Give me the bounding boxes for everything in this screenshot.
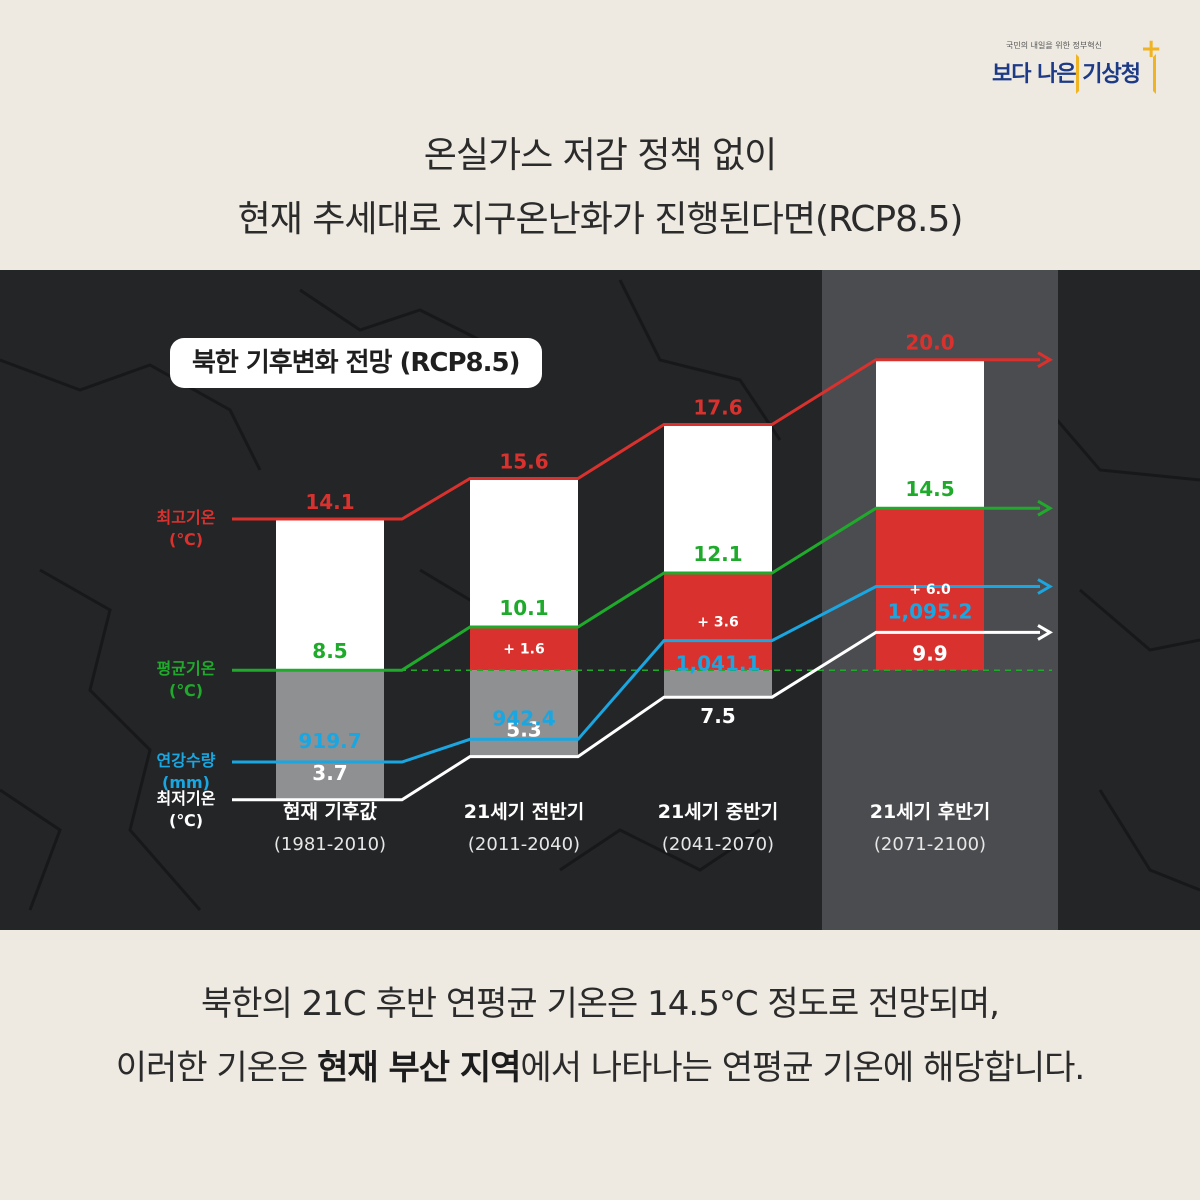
bar-gray-1	[470, 670, 578, 757]
series-line-mean	[232, 506, 1040, 672]
category-label-2: 21세기 중반기	[658, 801, 778, 823]
label-min-2: 7.5	[700, 704, 735, 728]
label-max-0: 14.1	[305, 490, 354, 514]
footer-line-2-prefix: 이러한 기온은	[115, 1048, 318, 1088]
legend-unit-max: (℃)	[169, 530, 203, 549]
chart: 최고기온 (℃) 평균기온 (℃) 최저기온 (℃) 연강수량 (mm) 14.1 8.5 3.7 9…	[157, 331, 1053, 855]
footer-line-2: 이러한 기온은 현재 부산 지역에서 나타나는 연평균 기온에 해당합니다.	[0, 1040, 1200, 1089]
bar-increase-1	[470, 627, 578, 671]
category-label-3: 21세기 후반기	[870, 801, 990, 823]
label-increase-3: + 6.0	[909, 582, 951, 598]
logo-bracket	[1076, 54, 1156, 94]
legend-unit-mean: (℃)	[169, 681, 203, 700]
label-increase-1: + 1.6	[503, 642, 544, 658]
label-precip-0: 919.7	[298, 729, 361, 753]
category-period-3: (2071-2100)	[874, 834, 986, 855]
footer-line-2-bold: 현재 부산 지역	[317, 1048, 521, 1088]
label-precip-3: 1,095.2	[888, 600, 973, 624]
bar-gray-2	[664, 670, 772, 698]
category-period-0: (1981-2010)	[274, 834, 386, 855]
label-mean-3: 14.5	[905, 477, 954, 501]
bar-increase-3	[876, 508, 984, 671]
legend-unit-min: (℃)	[169, 811, 203, 830]
label-max-2: 17.6	[693, 396, 742, 420]
label-min-3: 9.9	[912, 641, 947, 665]
label-mean-0: 8.5	[312, 639, 347, 663]
category-label-1: 21세기 전반기	[464, 801, 584, 823]
chart-panel: 최고기온 (℃) 평균기온 (℃) 최저기온 (℃) 연강수량 (mm) 14.1 8.5 3.7 9…	[0, 270, 1200, 930]
logo-text: 보다 나은 기상청	[992, 62, 1141, 87]
legend-precip: 연강수량	[157, 751, 216, 770]
footer-line-2-suffix: 에서 나타나는 연평균 기온에 해당합니다.	[520, 1048, 1085, 1088]
chart-title: 북한 기후변화 전망 (RCP8.5)	[170, 338, 542, 388]
label-mean-2: 12.1	[693, 542, 742, 566]
headline-line-1: 온실가스 저감 정책 없이	[423, 135, 778, 176]
legend-mean: 평균기온	[157, 659, 216, 678]
legend-max: 최고기온	[157, 508, 216, 527]
logo: 국민의 내일을 위한 정부혁신 보다 나은 기상청 +	[992, 36, 1162, 100]
series-line-precip	[232, 585, 1040, 764]
headline-line-2: 현재 추세대로 지구온난화가 진행된다면(RCP8.5)	[237, 199, 964, 240]
label-max-3: 20.0	[905, 331, 954, 355]
series-arrow-precip	[1037, 578, 1053, 595]
footer-line-1: 북한의 21C 후반 연평균 기온은 14.5°C 정도로 전망되며,	[201, 984, 1000, 1024]
logo-tagline: 국민의 내일을 위한 정부혁신	[1006, 41, 1102, 50]
bar-increase-2	[664, 573, 772, 671]
series-arrow-mean	[1037, 499, 1053, 517]
label-max-1: 15.6	[499, 450, 548, 474]
series-arrow-max	[1037, 351, 1053, 368]
logo-plus-icon: +	[1140, 34, 1162, 64]
category-period-1: (2011-2040)	[468, 834, 580, 855]
label-precip-2: 1,041.1	[676, 652, 761, 676]
legend-min: 최저기온	[157, 789, 216, 808]
series-line-max	[232, 358, 1040, 521]
category-label-0: 현재 기후값	[283, 801, 378, 823]
label-mean-1: 10.1	[499, 596, 548, 620]
series-line-min	[232, 630, 1040, 802]
bar-gray-0	[276, 670, 384, 800]
series-arrow-min	[1037, 624, 1053, 641]
label-increase-2: + 3.6	[697, 615, 738, 631]
label-min-1: 5.3	[506, 718, 541, 742]
category-period-2: (2041-2070)	[662, 834, 774, 855]
label-precip-1: 942.4	[492, 706, 555, 730]
label-min-0: 3.7	[312, 761, 347, 785]
legend-unit-precip: (mm)	[162, 773, 210, 792]
